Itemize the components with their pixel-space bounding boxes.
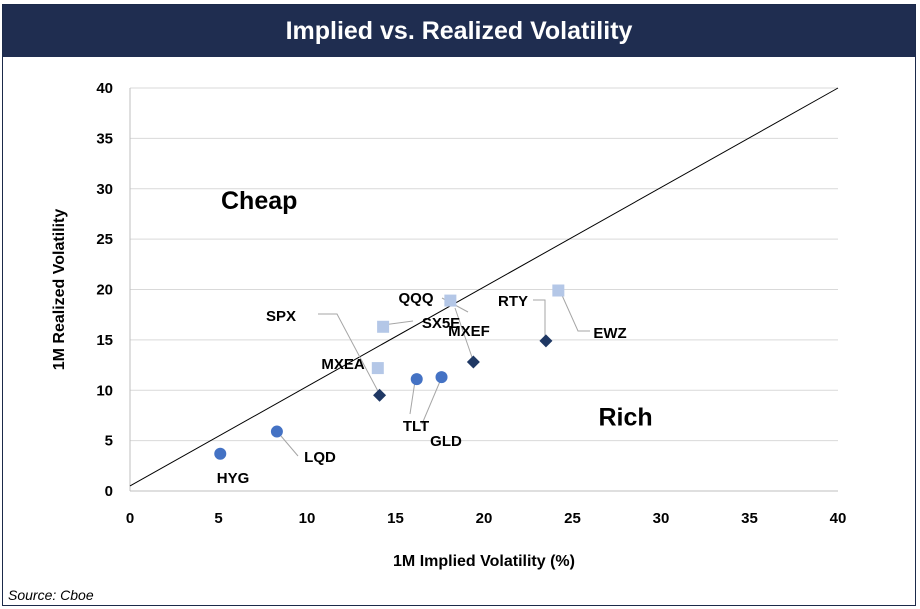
point-hyg bbox=[214, 447, 227, 460]
chart-title: Implied vs. Realized Volatility bbox=[3, 5, 915, 57]
point-label-gld: GLD bbox=[430, 433, 462, 450]
point-ewz bbox=[552, 284, 565, 297]
y-tick-label: 10 bbox=[96, 382, 113, 399]
y-axis-title: 1M Realized Volatility bbox=[51, 209, 68, 371]
source-note: Source: Cboe bbox=[8, 587, 94, 603]
x-tick-label: 30 bbox=[653, 510, 670, 527]
x-tick-label: 10 bbox=[299, 510, 316, 527]
point-qqq bbox=[444, 294, 457, 307]
point-label-ewz: EWZ bbox=[593, 325, 626, 342]
reference-line bbox=[129, 87, 839, 487]
leader-line-lqd bbox=[280, 435, 299, 457]
point-label-qqq: QQQ bbox=[398, 290, 433, 307]
point-label-sx5e: SX5E bbox=[422, 315, 460, 332]
point-label-hyg: HYG bbox=[217, 470, 250, 487]
point-mxef bbox=[466, 355, 480, 369]
point-tlt bbox=[410, 373, 423, 386]
x-tick-label: 20 bbox=[476, 510, 493, 527]
point-gld bbox=[435, 371, 448, 384]
y-tick-label: 30 bbox=[96, 181, 113, 198]
y-tick-label: 35 bbox=[96, 130, 113, 147]
region-label-rich: Rich bbox=[599, 404, 653, 432]
y-tick-label: 0 bbox=[105, 483, 113, 500]
point-lqd bbox=[270, 425, 283, 438]
point-spx bbox=[373, 388, 387, 402]
point-label-tlt: TLT bbox=[403, 418, 429, 435]
leader-line-mxef bbox=[454, 307, 475, 364]
x-tick-label: 25 bbox=[564, 510, 581, 527]
x-tick-label: 15 bbox=[387, 510, 404, 527]
x-tick-label: 35 bbox=[741, 510, 758, 527]
point-label-rty: RTY bbox=[498, 293, 528, 310]
x-axis-title: 1M Implied Volatility (%) bbox=[393, 553, 575, 570]
leader-line-tlt bbox=[409, 380, 416, 415]
leader-line-spx bbox=[318, 313, 381, 396]
point-label-mxea: MXEA bbox=[321, 356, 365, 373]
point-mxea bbox=[371, 362, 384, 375]
point-label-lqd: LQD bbox=[304, 449, 336, 466]
x-tick-label: 0 bbox=[126, 510, 134, 527]
x-tick-label: 5 bbox=[214, 510, 222, 527]
x-tick-label: 40 bbox=[830, 510, 847, 527]
point-label-mxef: MXEF bbox=[448, 323, 490, 340]
y-tick-label: 15 bbox=[96, 332, 113, 349]
y-tick-label: 40 bbox=[96, 80, 113, 97]
point-label-spx: SPX bbox=[266, 308, 296, 325]
y-tick-label: 5 bbox=[105, 433, 113, 450]
y-tick-label: 20 bbox=[96, 282, 113, 299]
point-sx5e bbox=[377, 320, 390, 333]
chart-frame: Implied vs. Realized Volatility Source: … bbox=[2, 4, 916, 606]
leader-line-gld bbox=[421, 378, 442, 425]
region-label-cheap: Cheap bbox=[221, 187, 297, 215]
leader-line-ewz bbox=[560, 292, 590, 332]
y-tick-label: 25 bbox=[96, 231, 113, 248]
leader-line-rty bbox=[533, 299, 546, 338]
point-rty bbox=[539, 334, 553, 348]
